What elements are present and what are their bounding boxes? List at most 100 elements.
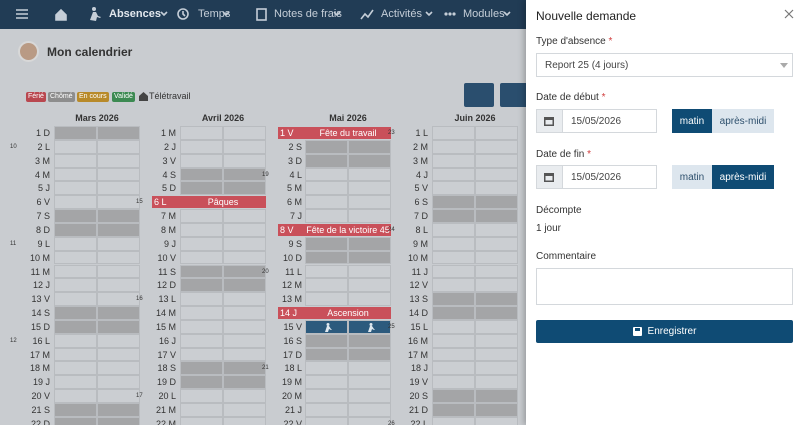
period-button[interactable]: après-midi [712,165,774,189]
nav-item[interactable]: Notes de frais [274,8,342,20]
half-day-cell[interactable] [305,264,348,279]
half-day-cell[interactable] [305,319,348,334]
half-day-cell[interactable] [475,292,518,307]
half-day-cell[interactable] [305,236,348,251]
half-day-cell[interactable] [54,416,97,425]
half-day-cell[interactable] [54,319,97,334]
half-day-cell[interactable] [180,139,223,154]
submit-button[interactable]: Enregistrer [536,320,793,343]
half-day-cell[interactable] [348,264,391,279]
half-day-cell[interactable] [348,236,391,251]
half-day-cell[interactable] [97,236,140,251]
half-day-cell[interactable] [223,319,266,334]
half-day-cell[interactable] [180,209,223,223]
half-day-cell[interactable] [97,250,140,265]
half-day-cell[interactable] [54,264,97,279]
half-day-cell[interactable] [432,250,475,265]
period-button[interactable]: matin [672,165,712,189]
half-day-cell[interactable] [97,167,140,182]
half-day-cell[interactable] [97,333,140,348]
half-day-cell[interactable] [97,153,140,168]
half-day-cell[interactable] [54,209,97,223]
half-day-cell[interactable] [305,361,348,376]
half-day-cell[interactable] [348,195,391,210]
half-day-cell[interactable] [432,361,475,376]
half-day-cell[interactable] [348,278,391,293]
half-day-cell[interactable] [432,139,475,154]
half-day-cell[interactable] [97,209,140,223]
close-button[interactable] [784,9,794,19]
half-day-cell[interactable] [432,333,475,348]
half-day-cell[interactable] [475,250,518,265]
half-day-cell[interactable] [348,347,391,362]
half-day-cell[interactable] [475,222,518,237]
half-day-cell[interactable] [305,195,348,210]
half-day-cell[interactable] [54,181,97,196]
half-day-cell[interactable] [475,389,518,403]
half-day-cell[interactable] [97,126,140,140]
half-day-cell[interactable] [475,167,518,182]
nav-item[interactable]: Modules [463,8,505,20]
half-day-cell[interactable] [54,292,97,307]
end-date-input[interactable]: 15/05/2026 [562,165,657,189]
half-day-cell[interactable] [223,236,266,251]
half-day-cell[interactable] [223,375,266,390]
half-day-cell[interactable] [432,209,475,223]
half-day-cell[interactable] [97,361,140,376]
half-day-cell[interactable] [305,250,348,265]
half-day-cell[interactable] [475,209,518,223]
half-day-cell[interactable] [54,250,97,265]
half-day-cell[interactable] [180,319,223,334]
half-day-cell[interactable] [432,126,475,140]
half-day-cell[interactable] [348,139,391,154]
half-day-cell[interactable] [97,181,140,196]
half-day-cell[interactable] [180,181,223,196]
nav-item[interactable]: Temps [198,8,231,20]
half-day-cell[interactable] [223,278,266,293]
half-day-cell[interactable] [223,292,266,307]
half-day-cell[interactable] [54,126,97,140]
half-day-cell[interactable] [223,126,266,140]
half-day-cell[interactable] [305,153,348,168]
half-day-cell[interactable] [180,153,223,168]
half-day-cell[interactable] [475,319,518,334]
half-day-cell[interactable] [97,403,140,417]
half-day-cell[interactable] [97,195,140,210]
half-day-cell[interactable] [54,236,97,251]
period-button[interactable]: matin [672,109,712,133]
half-day-cell[interactable] [180,389,223,403]
half-day-cell[interactable] [305,389,348,403]
half-day-cell[interactable] [180,126,223,140]
half-day-cell[interactable] [54,167,97,182]
half-day-cell[interactable] [97,278,140,293]
half-day-cell[interactable] [180,278,223,293]
half-day-cell[interactable] [432,416,475,425]
half-day-cell[interactable] [97,139,140,154]
half-day-cell[interactable] [97,319,140,334]
nav-item[interactable]: Absences [109,8,161,20]
half-day-cell[interactable] [180,236,223,251]
half-day-cell[interactable] [223,222,266,237]
half-day-cell[interactable] [97,416,140,425]
half-day-cell[interactable] [180,333,223,348]
half-day-cell[interactable] [180,306,223,320]
half-day-cell[interactable] [348,416,391,425]
half-day-cell[interactable] [97,292,140,307]
half-day-cell[interactable] [97,375,140,390]
half-day-cell[interactable] [432,264,475,279]
half-day-cell[interactable] [223,139,266,154]
half-day-cell[interactable] [54,333,97,348]
half-day-cell[interactable] [305,167,348,182]
half-day-cell[interactable] [54,153,97,168]
half-day-cell[interactable] [54,306,97,320]
half-day-cell[interactable] [475,375,518,390]
calendar-button[interactable] [464,83,494,107]
half-day-cell[interactable] [54,389,97,403]
half-day-cell[interactable] [223,361,266,376]
half-day-cell[interactable] [97,389,140,403]
half-day-cell[interactable] [305,375,348,390]
half-day-cell[interactable] [475,153,518,168]
half-day-cell[interactable] [223,389,266,403]
period-button[interactable]: après-midi [712,109,774,133]
half-day-cell[interactable] [54,222,97,237]
